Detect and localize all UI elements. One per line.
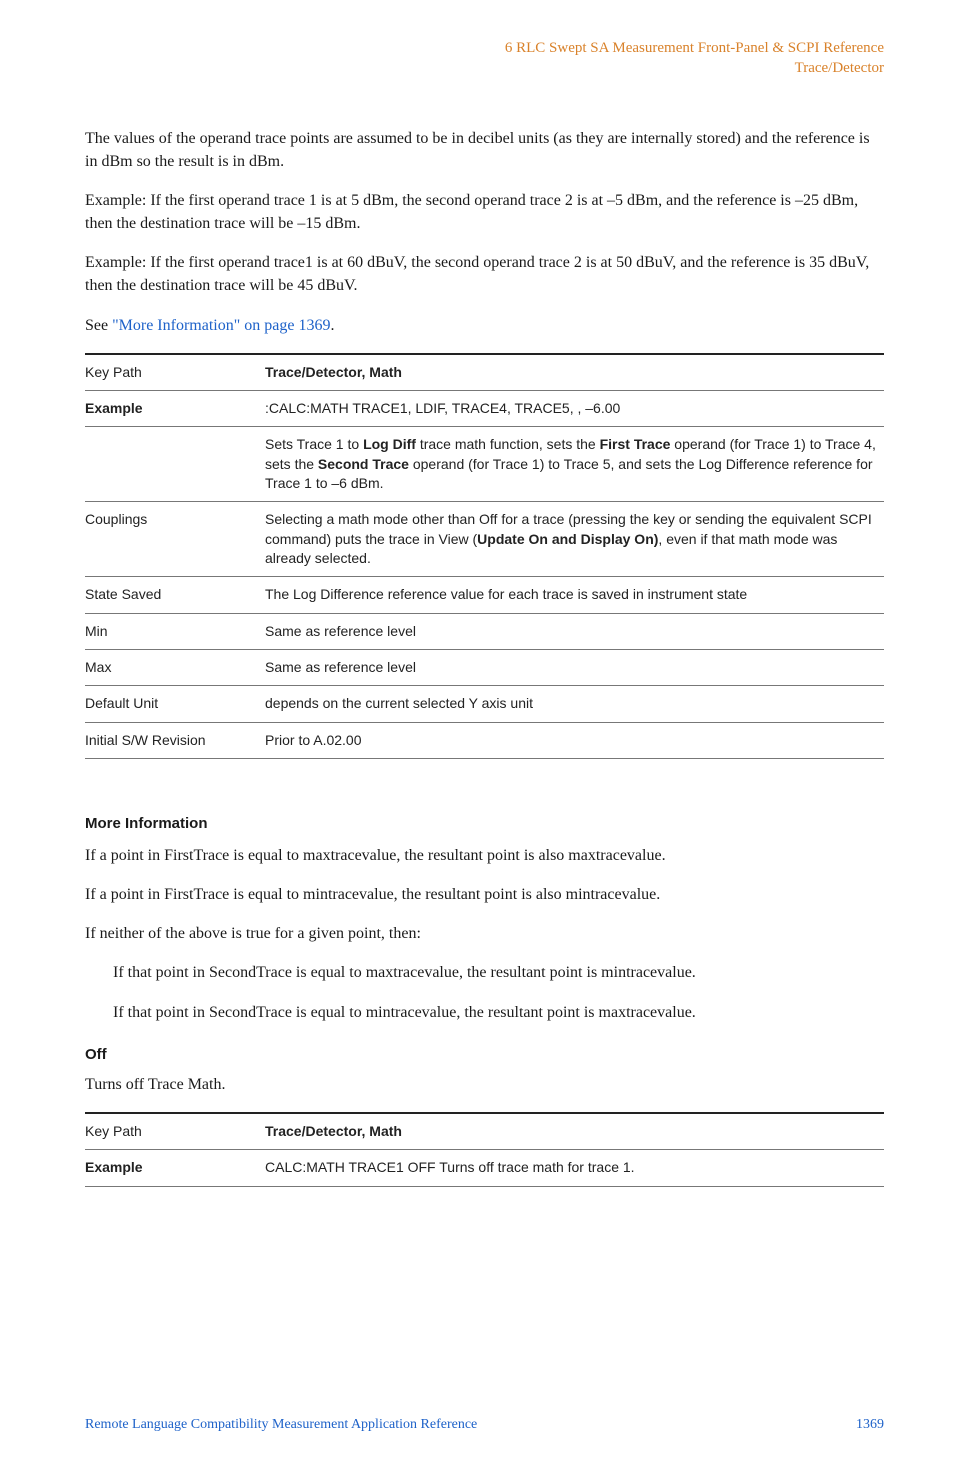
footer-title: Remote Language Compatibility Measuremen… <box>85 1417 477 1433</box>
see-suffix: . <box>330 317 334 334</box>
table-row: Default Unitdepends on the current selec… <box>85 686 884 722</box>
table-key-cell: Key Path <box>85 1113 265 1150</box>
table-value-cell: Selecting a math mode other than Off for… <box>265 502 884 577</box>
more-info-p1: If a point in FirstTrace is equal to max… <box>85 844 884 867</box>
more-info-p5: If that point in SecondTrace is equal to… <box>113 1001 884 1024</box>
table-value-cell: Same as reference level <box>265 613 884 649</box>
page-footer: Remote Language Compatibility Measuremen… <box>85 1417 884 1433</box>
table-value-cell: :CALC:MATH TRACE1, LDIF, TRACE4, TRACE5,… <box>265 391 884 427</box>
header-line-2: Trace/Detector <box>85 58 884 78</box>
table-value-cell: CALC:MATH TRACE1 OFF Turns off trace mat… <box>265 1150 884 1186</box>
example-paragraph-1: Example: If the first operand trace 1 is… <box>85 189 884 235</box>
spec-table-2-body: Key PathTrace/Detector, MathExampleCALC:… <box>85 1113 884 1186</box>
table-key-cell: Couplings <box>85 502 265 577</box>
spec-table-2: Key PathTrace/Detector, MathExampleCALC:… <box>85 1112 884 1187</box>
table-key-cell: Max <box>85 649 265 685</box>
table-row: CouplingsSelecting a math mode other tha… <box>85 502 884 577</box>
intro-paragraph-1: The values of the operand trace points a… <box>85 127 884 173</box>
table-value-cell: Prior to A.02.00 <box>265 722 884 758</box>
more-information-heading: More Information <box>85 815 884 832</box>
table-key-cell: Key Path <box>85 354 265 391</box>
table-row: ExampleCALC:MATH TRACE1 OFF Turns off tr… <box>85 1150 884 1186</box>
spec-table-1-body: Key PathTrace/Detector, MathExample:CALC… <box>85 354 884 759</box>
see-line: See "More Information" on page 1369. <box>85 314 884 337</box>
header-line-1: 6 RLC Swept SA Measurement Front-Panel &… <box>85 38 884 58</box>
table-row: Sets Trace 1 to Log Diff trace math func… <box>85 427 884 502</box>
table-value-cell: Trace/Detector, Math <box>265 354 884 391</box>
page-header: 6 RLC Swept SA Measurement Front-Panel &… <box>85 38 884 79</box>
table-key-cell: Initial S/W Revision <box>85 722 265 758</box>
table-value-cell: Trace/Detector, Math <box>265 1113 884 1150</box>
table-value-cell: Sets Trace 1 to Log Diff trace math func… <box>265 427 884 502</box>
table-key-cell <box>85 427 265 502</box>
off-heading: Off <box>85 1046 884 1063</box>
example-paragraph-2: Example: If the first operand trace1 is … <box>85 251 884 297</box>
table-row: Key PathTrace/Detector, Math <box>85 354 884 391</box>
more-information-link[interactable]: "More Information" on page 1369 <box>112 317 330 334</box>
table-row: MinSame as reference level <box>85 613 884 649</box>
table-row: MaxSame as reference level <box>85 649 884 685</box>
table-key-cell: State Saved <box>85 577 265 613</box>
more-info-p3: If neither of the above is true for a gi… <box>85 922 884 945</box>
table-row: Example:CALC:MATH TRACE1, LDIF, TRACE4, … <box>85 391 884 427</box>
off-paragraph: Turns off Trace Math. <box>85 1073 884 1096</box>
table-key-cell: Example <box>85 1150 265 1186</box>
see-prefix: See <box>85 317 112 334</box>
table-value-cell: Same as reference level <box>265 649 884 685</box>
table-row: Initial S/W RevisionPrior to A.02.00 <box>85 722 884 758</box>
table-value-cell: The Log Difference reference value for e… <box>265 577 884 613</box>
footer-page-number: 1369 <box>856 1417 884 1433</box>
table-row: Key PathTrace/Detector, Math <box>85 1113 884 1150</box>
table-key-cell: Min <box>85 613 265 649</box>
table-key-cell: Default Unit <box>85 686 265 722</box>
table-key-cell: Example <box>85 391 265 427</box>
more-info-p4: If that point in SecondTrace is equal to… <box>113 961 884 984</box>
more-info-p2: If a point in FirstTrace is equal to min… <box>85 883 884 906</box>
spec-table-1: Key PathTrace/Detector, MathExample:CALC… <box>85 353 884 759</box>
table-value-cell: depends on the current selected Y axis u… <box>265 686 884 722</box>
table-row: State SavedThe Log Difference reference … <box>85 577 884 613</box>
